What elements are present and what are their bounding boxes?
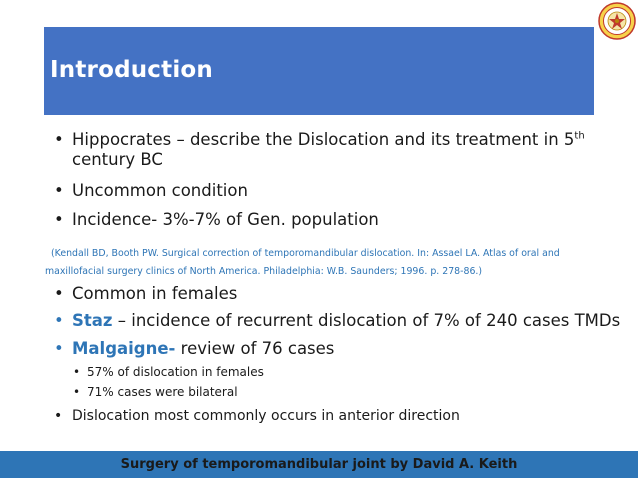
bullet-dot: • [54,339,64,358]
sub-bullet-bilateral-71: • 71% cases were bilateral [73,384,238,400]
superscript: th [574,130,585,142]
title-bar: Introduction [44,27,594,115]
bullet-hippocrates: • Hippocrates – describe the Dislocation… [54,130,585,170]
bullet-malgaigne: • Malgaigne- review of 76 cases [54,339,334,359]
bullet-accent: Malgaigne- [72,339,176,358]
footer-text: Surgery of temporomandibular joint by Da… [120,457,518,472]
bullet-text: Hippocrates – describe the Dislocation a… [72,130,575,149]
bullet-incidence: • Incidence- 3%-7% of Gen. population [54,210,379,230]
bullet-text: review of 76 cases [175,339,335,358]
bullet-text: – incidence of recurrent dislocation of … [112,311,621,330]
bullet-text: Dislocation most commonly occurs in ante… [72,408,460,424]
bullet-dot: • [54,210,64,229]
bullet-dot: • [54,181,64,200]
bullet-text: Incidence- 3%-7% of Gen. population [72,210,379,229]
bullet-anterior: • Dislocation most commonly occurs in an… [54,406,460,426]
bullet-dot: • [54,311,64,330]
sub-bullet-dot: • [73,365,81,379]
bullet-dot: • [54,130,64,149]
sub-bullet-females-57: • 57% of dislocation in females [73,364,264,380]
bullet-dot: • [54,284,64,303]
bullet-staz: • Staz – incidence of recurrent dislocat… [54,311,620,331]
citation-line1: (Kendall BD, Booth PW. Surgical correcti… [51,248,560,259]
bullet-text: Uncommon condition [72,181,248,200]
bullet-dot: • [54,408,63,424]
sub-bullet-text: 71% cases were bilateral [87,385,238,399]
citation: (Kendall BD, Booth PW. Surgical correcti… [45,245,560,281]
institution-seal-icon [598,2,636,40]
sub-bullet-text: 57% of dislocation in females [87,365,264,379]
sub-bullet-dot: • [73,385,81,399]
bullet-accent: Staz [72,311,113,330]
bullet-uncommon: • Uncommon condition [54,181,248,201]
bullet-text-line2: century BC [72,150,163,169]
citation-line2: maxillofacial surgery clinics of North A… [45,266,483,277]
footer-bar: Surgery of temporomandibular joint by Da… [0,451,638,478]
bullet-females: • Common in females [54,284,237,304]
slide-title: Introduction [50,57,213,83]
bullet-text: Common in females [72,284,238,303]
